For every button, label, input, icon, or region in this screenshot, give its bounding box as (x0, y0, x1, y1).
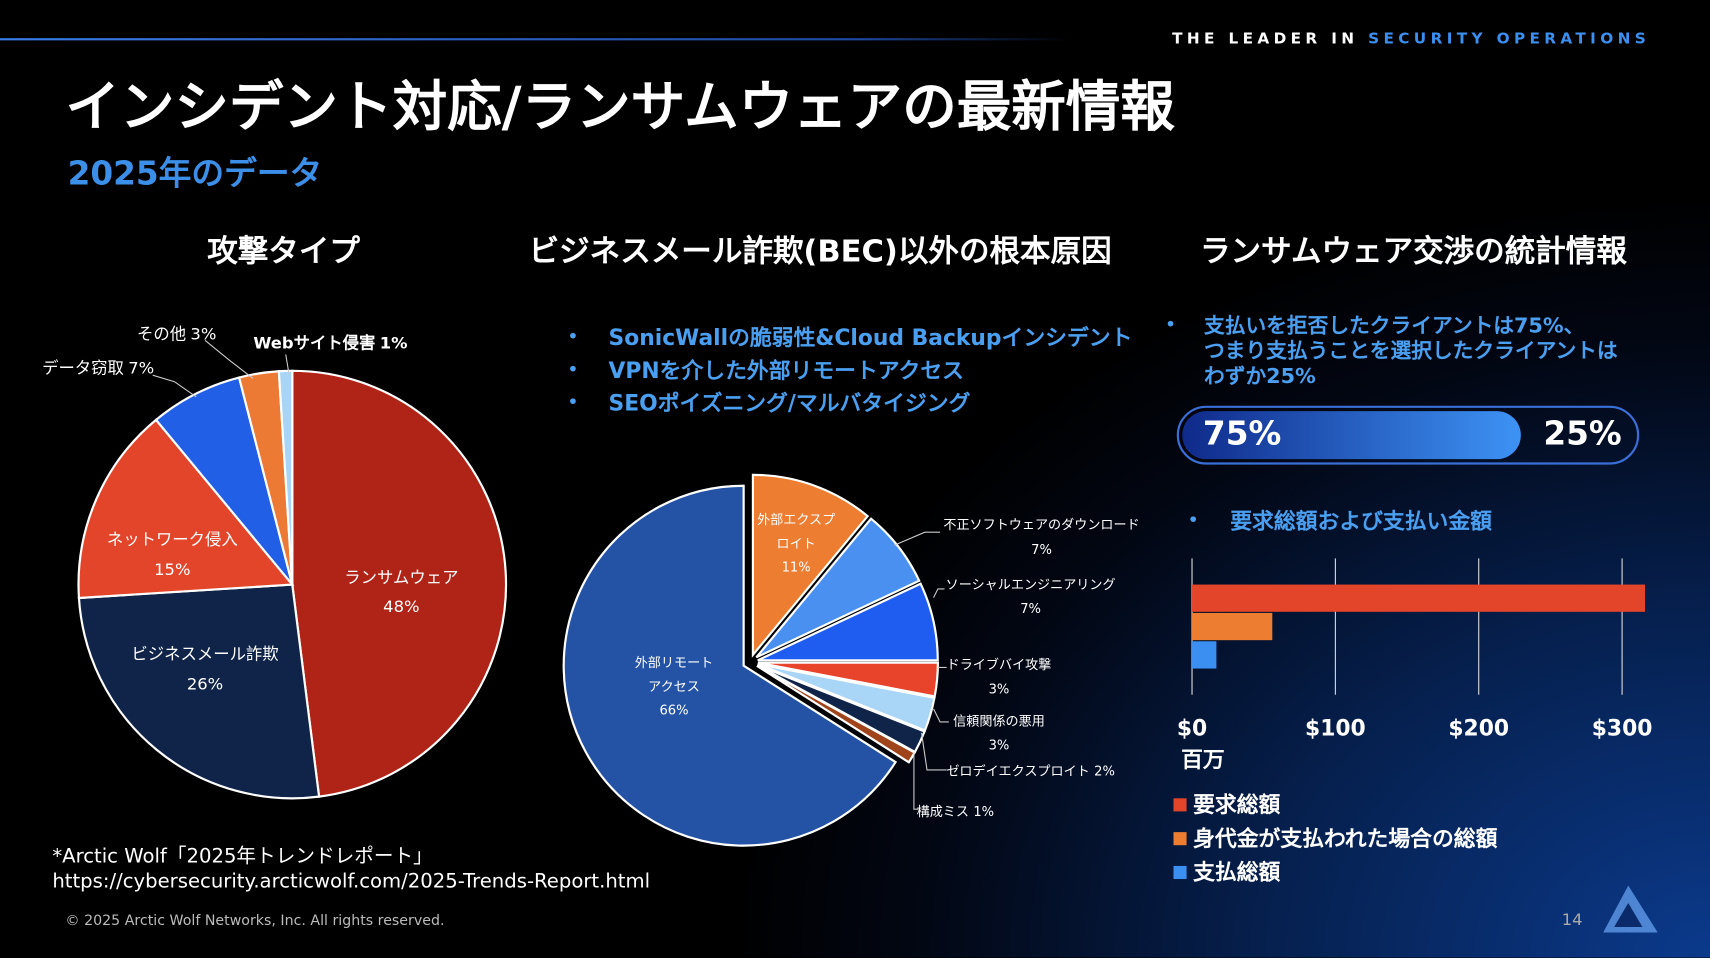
page-number: 14 (1561, 909, 1583, 930)
legend-swatch (1173, 832, 1187, 846)
x-tick-label: $200 (1448, 714, 1510, 742)
pie-slice (77, 583, 321, 800)
chart-title: 攻撃タイプ (207, 233, 360, 270)
legend-label: 支払総額 (1193, 858, 1281, 886)
pie-slice (77, 418, 295, 600)
slice-category: 不正ソフトウェアのダウンロード (943, 517, 1140, 533)
legend-swatch (1173, 865, 1187, 880)
pie-slice (756, 664, 917, 764)
bullet-dot: • (567, 358, 579, 382)
copyright: © 2025 Arctic Wolf Networks, Inc. All ri… (65, 912, 445, 930)
top-rule (0, 38, 1069, 41)
leader-line (894, 531, 941, 546)
slice-category: 外部リモート アクセス (634, 654, 714, 694)
slice-value: 15% (154, 559, 191, 580)
slice-value: 26% (186, 674, 224, 695)
tagline-blue: SECURITY OPERATIONS (1368, 30, 1651, 48)
bullet-dot: • (1187, 508, 1199, 532)
legend-label: 要求総額 (1193, 791, 1281, 818)
x-tick-label: $0 (1176, 714, 1208, 742)
slice-category: Webサイト侵害 (253, 333, 376, 353)
bullet-dot: • (1164, 313, 1177, 337)
bullet-dot: • (567, 325, 579, 349)
subtitle: 2025年のデータ (67, 154, 323, 194)
slice-value: 7% (128, 358, 155, 378)
slice-category: 構成ミス (916, 803, 969, 820)
slice-category: ソーシャルエンジニアリング (945, 577, 1116, 593)
leader-line (933, 588, 945, 598)
slice-label: データ窃取 7% (42, 358, 155, 378)
x-axis-label: 百万 (1181, 746, 1225, 773)
slice-category: データ窃取 (42, 358, 124, 378)
slice-category: 外部エクスプ ロイト (757, 511, 836, 551)
pie-slice (751, 473, 870, 658)
logo-inner (1614, 903, 1643, 928)
tagline-white: THE LEADER IN (1172, 30, 1359, 48)
pie-slice (562, 484, 898, 847)
slice-value: 11% (781, 559, 811, 575)
leader-line (204, 339, 254, 379)
bar (1192, 584, 1646, 612)
leader-line (913, 752, 919, 810)
slice-category: ネットワーク侵入 (106, 529, 238, 550)
chart-subtitle: 要求総額および支払い金額 (1230, 507, 1492, 534)
slice-value: 66% (659, 702, 689, 718)
chart-title: ランサムウェア交渉の統計情報 (1199, 233, 1627, 270)
bar (1192, 612, 1273, 641)
footnote-url: https://cybersecurity.arcticwolf.com/202… (52, 870, 651, 894)
title: インシデント対応/ランサムウェアの最新情報 (65, 75, 1175, 139)
bullet: 支払いを拒否したクライアントは75%、 つまり支払うことを選択したクライアントは… (1204, 314, 1618, 389)
slice-label: その他 3% (137, 325, 216, 344)
pie-slice (757, 582, 939, 662)
slice-category: ランサムウェア (344, 567, 459, 588)
slice-category: ドライブバイ攻撃 (946, 656, 1052, 673)
slice-value: 48% (383, 596, 420, 617)
progress-bar (1182, 411, 1521, 460)
slice-value: 7% (1020, 601, 1042, 617)
slice-value: 7% (1031, 542, 1052, 558)
slice-label: ゼロデイエクスプロイト 2% (946, 763, 1115, 780)
slice-category: 信頼関係の悪用 (953, 713, 1045, 729)
pie-slice (757, 661, 939, 698)
slice-category: その他 (136, 324, 187, 344)
pie-slice (757, 663, 936, 732)
legend-swatch (1173, 798, 1187, 812)
slice-value: 1% (379, 333, 408, 353)
slice-value: 3% (190, 324, 217, 344)
pie-slice (291, 369, 508, 798)
bullet: SEOポイズニング/マルバタイジング (608, 389, 971, 417)
slice-value: 3% (988, 737, 1010, 753)
footnote: *Arctic Wolf「2025年トレンドレポート」 (52, 845, 433, 869)
progress-label: 75% (1202, 415, 1282, 454)
progress-track (1176, 405, 1640, 465)
tagline: THE LEADER IN SECURITY OPERATIONS (1172, 31, 1650, 49)
pie-slice (277, 369, 294, 585)
chart-title: ビジネスメール詐欺(BEC)以外の根本原因 (528, 233, 1112, 270)
x-tick-label: $100 (1305, 714, 1366, 742)
slice-value: 1% (973, 803, 995, 820)
slice-label: 構成ミス 1% (916, 803, 995, 820)
slice-value: 2% (1094, 763, 1115, 779)
bar (1192, 641, 1217, 669)
slice-label: Webサイト侵害 1% (253, 333, 408, 353)
bullet-dot: • (567, 391, 579, 415)
slice-category: ゼロデイエクスプロイト (946, 763, 1090, 779)
pie-slice (755, 517, 921, 659)
bullet: SonicWallの脆弱性&Cloud Backupインシデント (608, 324, 1133, 351)
bullet: VPNを介した外部リモートアクセス (608, 357, 964, 384)
leader-line (921, 732, 947, 771)
legend-label: 身代金が支払われた場合の総額 (1193, 825, 1498, 852)
progress-label: 25% (1543, 415, 1622, 454)
slice-value: 3% (988, 681, 1010, 698)
leader-line (152, 374, 197, 398)
leader-line (285, 354, 290, 375)
leader-line (933, 708, 949, 723)
slice-category: ビジネスメール詐欺 (131, 643, 279, 664)
x-tick-label: $300 (1591, 714, 1653, 742)
